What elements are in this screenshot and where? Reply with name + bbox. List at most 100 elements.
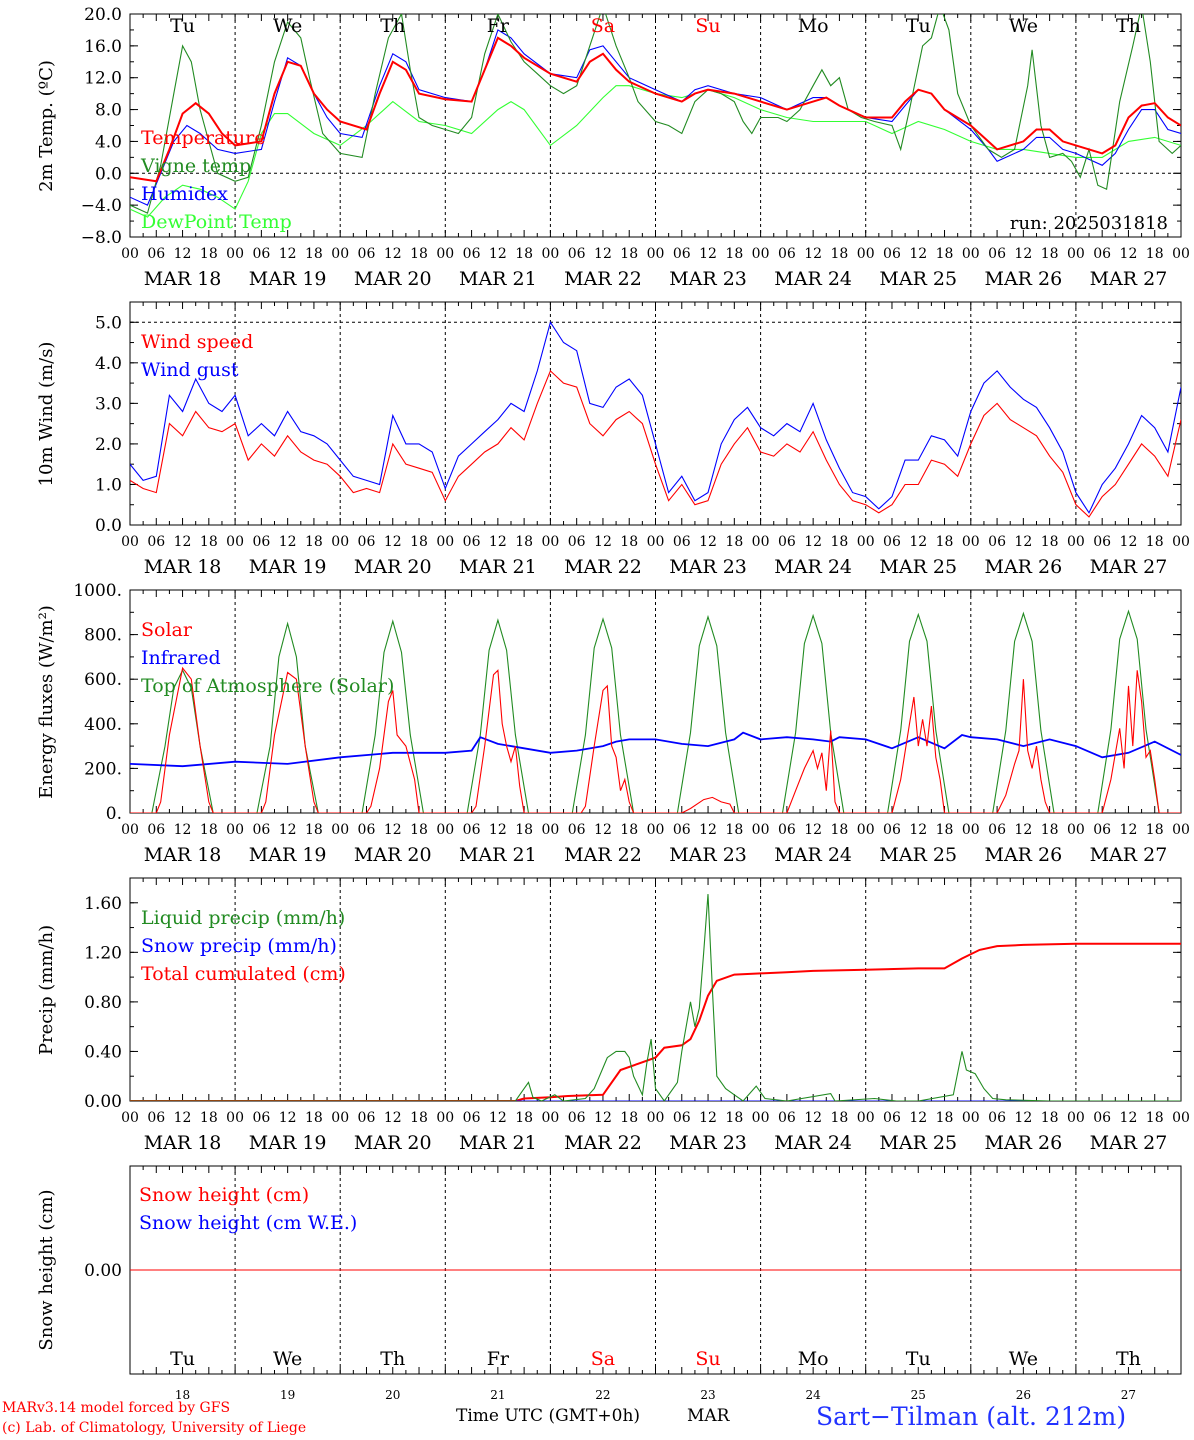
hour-label: 00 bbox=[1067, 534, 1085, 550]
hour-label: 18 bbox=[515, 1110, 533, 1126]
date-label: MAR 27 bbox=[1090, 1132, 1168, 1154]
hour-label: 12 bbox=[594, 534, 612, 550]
day-of-week-label: We bbox=[1009, 15, 1038, 37]
hour-label: 00 bbox=[331, 1110, 349, 1126]
y-tick-label: 0. bbox=[106, 804, 122, 824]
day-of-week-label: Sa bbox=[591, 1348, 615, 1370]
y-tick-label: 600. bbox=[84, 670, 122, 690]
hour-label: 06 bbox=[358, 1110, 376, 1126]
day-number-label: 18 bbox=[175, 1388, 190, 1402]
date-label: MAR 21 bbox=[459, 1132, 537, 1154]
legend-entry: Liquid precip (mm/h) bbox=[141, 907, 345, 929]
hour-label: 12 bbox=[1014, 1110, 1032, 1126]
hour-label: 18 bbox=[515, 246, 533, 262]
date-label: MAR 23 bbox=[669, 556, 747, 578]
hour-label: 00 bbox=[331, 534, 349, 550]
hour-label: 06 bbox=[988, 246, 1006, 262]
hour-label: 18 bbox=[936, 1110, 954, 1126]
hour-label: 12 bbox=[384, 822, 402, 838]
legend-entry: DewPoint Temp bbox=[141, 211, 292, 233]
hour-label: 00 bbox=[857, 534, 875, 550]
legend-entry: Temperature bbox=[141, 127, 265, 149]
hour-label: 18 bbox=[620, 822, 638, 838]
hour-label: 00 bbox=[1172, 1110, 1190, 1126]
hour-label: 18 bbox=[410, 822, 428, 838]
day-of-week-label: We bbox=[273, 15, 302, 37]
date-label: MAR 24 bbox=[774, 1132, 852, 1154]
hour-label: 18 bbox=[725, 1110, 743, 1126]
date-label: MAR 19 bbox=[249, 844, 327, 866]
hour-label: 12 bbox=[279, 822, 297, 838]
panel-3: 1000. 800. 600. 400. 200. 0. Energy fluxes (W/… bbox=[36, 581, 1190, 866]
hour-label: 06 bbox=[568, 822, 586, 838]
hour-label: 00 bbox=[436, 1110, 454, 1126]
y-tick-label: 0.0 bbox=[95, 164, 122, 184]
hour-label: 18 bbox=[200, 1110, 218, 1126]
hour-label: 06 bbox=[778, 246, 796, 262]
y-tick-label: 2.0 bbox=[95, 435, 122, 455]
day-of-week-label: Th bbox=[1116, 15, 1141, 37]
y-axis-label: 10m Wind (m/s) bbox=[36, 342, 57, 487]
y-tick-label: 3.0 bbox=[95, 394, 122, 414]
y-axis-label: 2m Temp. (ºC) bbox=[36, 60, 57, 192]
date-label: MAR 26 bbox=[984, 268, 1062, 290]
hour-label: 18 bbox=[620, 246, 638, 262]
date-label: MAR 21 bbox=[459, 556, 537, 578]
series-line-solar bbox=[130, 666, 1181, 813]
hour-label: 12 bbox=[909, 534, 927, 550]
date-label: MAR 27 bbox=[1090, 268, 1168, 290]
hour-label: 18 bbox=[831, 534, 849, 550]
legend-entry: Wind speed bbox=[141, 331, 253, 353]
hour-label: 12 bbox=[279, 1110, 297, 1126]
day-of-week-label: Tu bbox=[170, 15, 195, 37]
hour-label: 18 bbox=[725, 822, 743, 838]
hour-label: 06 bbox=[463, 1110, 481, 1126]
date-label: MAR 23 bbox=[669, 268, 747, 290]
date-label: MAR 19 bbox=[249, 268, 327, 290]
plot-frame bbox=[129, 301, 1182, 526]
hour-label: 12 bbox=[909, 822, 927, 838]
hour-label: 00 bbox=[541, 1110, 559, 1126]
hour-label: 06 bbox=[988, 534, 1006, 550]
date-label: MAR 22 bbox=[564, 844, 642, 866]
legend-entry: Snow height (cm) bbox=[139, 1184, 309, 1206]
hour-label: 18 bbox=[1041, 534, 1059, 550]
date-label: MAR 26 bbox=[984, 556, 1062, 578]
date-label: MAR 19 bbox=[249, 1132, 327, 1154]
y-tick-label: 400. bbox=[84, 715, 122, 735]
hour-label: 12 bbox=[174, 1110, 192, 1126]
legend-entry: Vigne temp bbox=[140, 155, 251, 177]
hour-label: 18 bbox=[410, 534, 428, 550]
copyright-credit: (c) Lab. of Climatology, University of L… bbox=[2, 1420, 307, 1436]
day-of-week-label: Tu bbox=[170, 1348, 195, 1370]
hour-label: 12 bbox=[1120, 246, 1138, 262]
hour-label: 00 bbox=[436, 534, 454, 550]
date-label: MAR 25 bbox=[879, 268, 957, 290]
hour-label: 06 bbox=[463, 246, 481, 262]
hour-label: 18 bbox=[1146, 1110, 1164, 1126]
y-axis-label: Energy fluxes (W/m²) bbox=[36, 605, 57, 799]
legend-entry: Humidex bbox=[141, 183, 228, 205]
date-label: MAR 19 bbox=[249, 556, 327, 578]
plot-frame bbox=[129, 13, 1182, 238]
hour-label: 00 bbox=[962, 1110, 980, 1126]
hour-label: 18 bbox=[200, 822, 218, 838]
hour-label: 12 bbox=[174, 534, 192, 550]
hour-label: 00 bbox=[226, 246, 244, 262]
hour-label: 00 bbox=[647, 246, 665, 262]
date-label: MAR 20 bbox=[354, 556, 432, 578]
hour-label: 12 bbox=[804, 246, 822, 262]
date-label: MAR 24 bbox=[774, 268, 852, 290]
y-axis-label: Snow height (cm) bbox=[36, 1189, 57, 1350]
hour-label: 12 bbox=[1120, 822, 1138, 838]
hour-label: 18 bbox=[410, 1110, 428, 1126]
hour-label: 06 bbox=[883, 246, 901, 262]
day-number-label: 25 bbox=[911, 1388, 926, 1402]
panel-2: 5.0 4.0 3.0 2.0 1.0 0.0 10m Wind (m/s) Wind spe… bbox=[36, 301, 1190, 578]
hour-label: 06 bbox=[1093, 534, 1111, 550]
hour-label: 06 bbox=[673, 1110, 691, 1126]
hour-label: 00 bbox=[752, 246, 770, 262]
station-label: Sart−Tilman (alt. 212m) bbox=[816, 1402, 1127, 1431]
hour-label: 06 bbox=[778, 822, 796, 838]
date-label: MAR 25 bbox=[879, 844, 957, 866]
